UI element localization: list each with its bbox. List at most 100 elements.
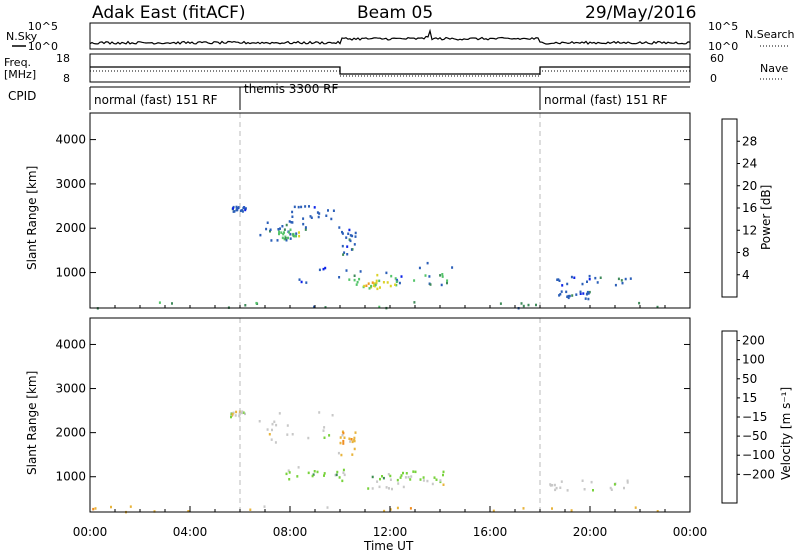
scatter-point xyxy=(349,239,352,243)
scatter-point xyxy=(609,486,612,490)
scatter-point xyxy=(365,284,368,287)
scatter-point xyxy=(573,276,576,279)
velocity-colorbar-label: Velocity [m s⁻¹] xyxy=(779,387,793,480)
x-tick-label: 20:00 xyxy=(573,525,608,539)
scatter-point xyxy=(378,305,381,309)
scatter-point xyxy=(348,437,351,440)
scatter-point xyxy=(232,205,235,209)
scatter-point xyxy=(341,434,344,437)
scatter-point xyxy=(610,488,613,491)
scatter-point xyxy=(238,413,241,416)
scatter-point xyxy=(295,234,297,238)
scatter-point xyxy=(255,301,258,305)
scatter-point xyxy=(343,436,346,439)
scatter-point xyxy=(353,243,356,246)
scatter-point xyxy=(286,424,289,427)
scatter-point xyxy=(559,293,562,296)
scatter-point xyxy=(343,473,346,477)
colorbar-tick-label: −50 xyxy=(742,429,767,443)
scatter-point xyxy=(287,236,289,240)
scatter-point xyxy=(418,266,421,270)
freq-unit-label: [MHz] xyxy=(4,68,36,81)
scatter-point xyxy=(239,209,242,212)
scatter-point xyxy=(331,414,334,417)
nave-tick-bottom: 0 xyxy=(710,72,717,85)
scatter-point xyxy=(553,483,556,487)
colorbar-tick-label: 8 xyxy=(742,246,750,260)
scatter-point xyxy=(371,281,374,284)
scatter-point xyxy=(560,290,563,293)
scatter-point xyxy=(241,410,244,413)
scatter-point xyxy=(382,281,385,284)
power-colorbar: 4 8 12 16 20 24 28 Power [dB] xyxy=(721,118,773,298)
scatter-point xyxy=(412,470,415,473)
scatter-point xyxy=(317,215,320,219)
scatter-point xyxy=(376,480,379,483)
scatter-point xyxy=(291,210,294,214)
scatter-point xyxy=(414,470,417,474)
scatter-point xyxy=(439,480,442,484)
scatter-point xyxy=(561,284,564,287)
freq-tick-top: 18 xyxy=(56,52,70,65)
scatter-point xyxy=(535,303,537,307)
scatter-point xyxy=(433,476,436,479)
x-tick-label: 08:00 xyxy=(273,525,308,539)
scatter-point xyxy=(313,470,316,473)
scatter-point xyxy=(244,412,246,416)
scatter-point xyxy=(244,208,247,212)
scatter-point xyxy=(442,470,445,474)
scatter-point xyxy=(338,476,341,479)
scatter-point xyxy=(313,206,316,209)
scatter-point xyxy=(422,476,425,479)
scatter-point xyxy=(379,477,381,481)
scatter-point xyxy=(379,286,381,289)
scatter-point xyxy=(579,290,582,294)
scatter-point xyxy=(283,231,285,234)
scatter-point xyxy=(621,281,624,285)
power-colorbar-label: Power [dB] xyxy=(759,185,773,250)
scatter-point xyxy=(520,302,523,305)
scatter-point xyxy=(413,301,416,304)
scatter-point xyxy=(555,486,558,490)
scatter-point xyxy=(241,209,243,212)
nave-label: Nave xyxy=(760,62,788,75)
scatter-point xyxy=(258,420,261,423)
scatter-point xyxy=(288,478,291,481)
freq-panel: Freq. [MHz] 18 8 60 0 Nave xyxy=(4,52,788,85)
scatter-point xyxy=(354,235,357,238)
scatter-point xyxy=(323,474,325,477)
scatter-point xyxy=(389,508,392,511)
scatter-point xyxy=(277,228,280,231)
scatter-point xyxy=(586,280,588,283)
scatter-point xyxy=(353,274,356,277)
scatter-point xyxy=(307,471,310,475)
scatter-point xyxy=(304,228,307,231)
scatter-point xyxy=(288,471,291,474)
colorbar-tick-label: 24 xyxy=(742,157,757,171)
scatter-point xyxy=(276,239,279,242)
scatter-point xyxy=(342,431,345,435)
scatter-point xyxy=(551,484,554,487)
scatter-point xyxy=(350,438,353,441)
scatter-point xyxy=(324,306,327,309)
scatter-point xyxy=(439,274,442,277)
scatter-point xyxy=(309,215,312,218)
scatter-point xyxy=(358,277,361,281)
scatter-point xyxy=(402,471,404,475)
cpid-segment-3: normal (fast) 151 RF xyxy=(544,93,668,107)
scatter-point xyxy=(349,440,352,443)
scatter-point xyxy=(656,510,659,513)
time-x-axis: 00:00 04:00 08:00 12:00 16:00 20:00 00:00 xyxy=(73,305,707,539)
scatter-point xyxy=(566,295,569,298)
scatter-point xyxy=(298,234,301,238)
scatter-point xyxy=(396,478,399,482)
colorbar-tick-label: 16 xyxy=(742,201,757,215)
scatter-point xyxy=(92,507,95,511)
nsky-tick-bottom: 10^0 xyxy=(28,40,58,53)
scatter-point xyxy=(422,479,425,482)
scatter-point xyxy=(385,271,388,275)
scatter-point xyxy=(345,236,348,239)
scatter-point xyxy=(230,412,233,416)
scatter-point xyxy=(292,232,295,236)
